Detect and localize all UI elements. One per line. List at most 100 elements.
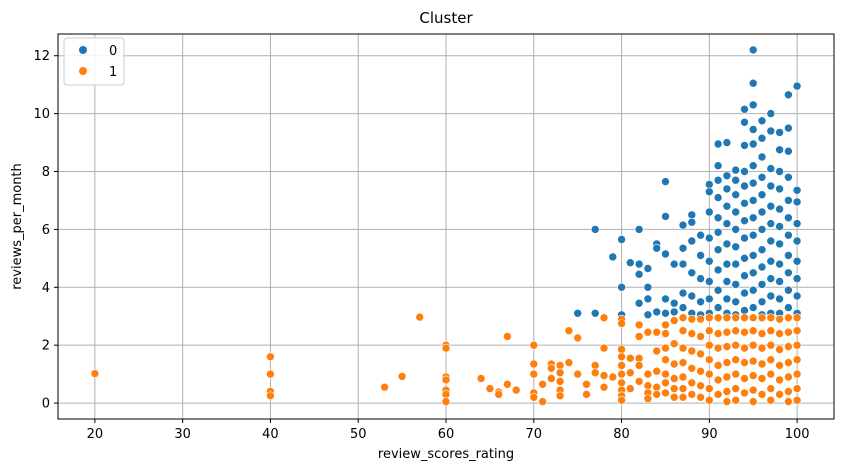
data-point-series-0 xyxy=(713,228,723,237)
data-point-series-1 xyxy=(634,320,644,330)
data-point-series-0 xyxy=(678,220,688,230)
data-point-series-1 xyxy=(511,385,521,395)
data-point-series-0 xyxy=(669,259,679,269)
data-point-series-0 xyxy=(748,78,758,88)
data-point-series-0 xyxy=(784,213,793,223)
data-point-series-1 xyxy=(784,342,793,351)
data-point-series-1 xyxy=(582,379,591,389)
data-point-series-1 xyxy=(740,313,749,323)
y-axis-label: reviews_per_month xyxy=(10,163,25,290)
data-point-series-0 xyxy=(687,217,697,227)
y-tick-label: 6 xyxy=(42,223,50,238)
data-point-series-1 xyxy=(617,369,626,379)
x-tick-label: 100 xyxy=(785,427,810,442)
data-point-series-0 xyxy=(748,196,758,205)
data-point-series-1 xyxy=(643,369,653,379)
data-point-series-0 xyxy=(634,259,644,269)
data-point-series-1 xyxy=(687,329,697,338)
data-point-series-0 xyxy=(643,310,653,320)
data-point-series-1 xyxy=(538,397,547,406)
data-point-series-1 xyxy=(704,313,714,323)
data-point-series-1 xyxy=(687,314,697,324)
data-point-series-0 xyxy=(722,138,732,147)
data-point-series-1 xyxy=(792,313,802,323)
data-point-series-1 xyxy=(696,314,705,324)
data-point-series-1 xyxy=(661,388,670,398)
legend-marker-series-1 xyxy=(79,67,87,75)
data-point-series-0 xyxy=(740,118,749,127)
data-point-series-1 xyxy=(617,319,626,328)
data-point-series-1 xyxy=(678,313,688,323)
data-point-series-1 xyxy=(669,384,679,393)
data-point-series-1 xyxy=(748,313,758,323)
data-point-series-0 xyxy=(775,259,784,269)
y-tick-label: 8 xyxy=(42,165,50,180)
data-point-series-0 xyxy=(757,225,767,234)
data-point-series-0 xyxy=(713,139,723,149)
data-point-series-1 xyxy=(555,391,565,401)
data-point-series-1 xyxy=(564,358,574,367)
chart-title: Cluster xyxy=(419,9,473,27)
data-point-series-0 xyxy=(748,285,758,295)
data-point-series-1 xyxy=(704,326,714,336)
data-point-series-0 xyxy=(731,242,741,252)
data-point-series-1 xyxy=(652,390,662,399)
x-tick-label: 30 xyxy=(174,427,191,442)
data-point-series-1 xyxy=(625,368,635,378)
data-point-series-1 xyxy=(784,358,793,367)
data-point-series-1 xyxy=(380,382,389,392)
data-point-series-0 xyxy=(748,251,758,260)
data-point-series-0 xyxy=(748,161,758,170)
legend-box xyxy=(63,37,125,86)
data-point-series-0 xyxy=(766,291,776,301)
data-point-series-0 xyxy=(757,173,767,182)
y-tick-label: 10 xyxy=(33,107,50,122)
data-point-series-0 xyxy=(731,165,741,175)
data-point-series-1 xyxy=(766,369,776,379)
data-point-series-0 xyxy=(784,303,793,312)
data-point-series-1 xyxy=(441,343,451,353)
data-point-series-0 xyxy=(766,109,776,118)
data-point-series-0 xyxy=(713,161,723,170)
data-point-series-1 xyxy=(617,395,626,405)
data-point-series-1 xyxy=(661,369,670,379)
data-point-series-0 xyxy=(713,265,723,275)
data-point-series-1 xyxy=(792,369,802,379)
data-point-series-0 xyxy=(643,294,653,304)
data-point-series-0 xyxy=(784,146,793,156)
data-point-series-0 xyxy=(669,298,679,308)
data-point-series-1 xyxy=(775,375,784,385)
data-point-series-1 xyxy=(555,361,565,370)
data-point-series-1 xyxy=(643,327,653,337)
data-point-series-1 xyxy=(678,392,688,402)
data-point-series-0 xyxy=(784,90,793,100)
data-point-series-0 xyxy=(792,256,802,266)
data-point-series-0 xyxy=(722,201,732,211)
data-point-series-0 xyxy=(687,268,697,278)
data-point-series-0 xyxy=(757,207,767,217)
x-tick-label: 90 xyxy=(701,427,718,442)
data-point-series-0 xyxy=(766,236,776,246)
data-point-series-0 xyxy=(704,256,714,266)
data-point-series-1 xyxy=(775,329,784,338)
data-point-series-1 xyxy=(757,313,767,323)
data-point-series-1 xyxy=(784,313,793,323)
data-point-series-1 xyxy=(740,388,749,398)
data-point-series-0 xyxy=(775,128,784,137)
data-point-series-1 xyxy=(529,340,539,350)
data-point-series-0 xyxy=(766,164,776,173)
x-tick-label: 80 xyxy=(613,427,630,442)
data-point-series-1 xyxy=(722,372,732,382)
data-point-series-1 xyxy=(731,384,741,393)
data-point-series-1 xyxy=(476,374,486,383)
data-point-series-0 xyxy=(757,297,767,307)
data-point-series-0 xyxy=(784,251,793,260)
data-point-series-0 xyxy=(757,152,767,162)
data-point-series-0 xyxy=(792,274,802,283)
data-point-series-0 xyxy=(731,207,741,217)
x-tick-label: 70 xyxy=(526,427,543,442)
data-point-series-0 xyxy=(757,280,767,289)
data-point-series-1 xyxy=(669,374,679,383)
x-axis-label: review_scores_rating xyxy=(378,447,514,462)
data-point-series-0 xyxy=(740,271,749,281)
